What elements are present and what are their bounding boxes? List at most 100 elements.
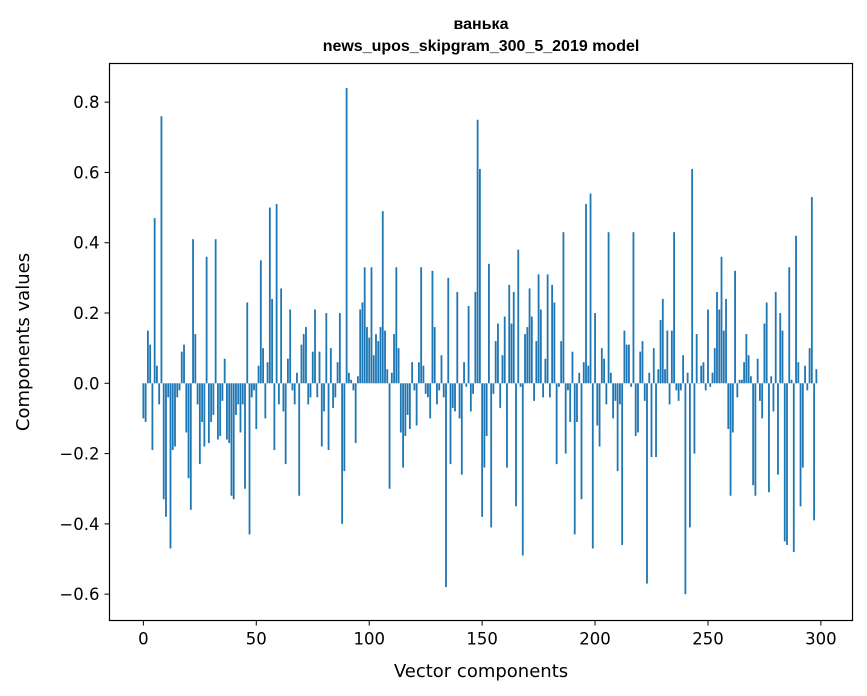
bar	[420, 267, 423, 384]
bar	[307, 383, 310, 405]
bar	[413, 383, 416, 391]
bar	[469, 383, 472, 412]
plot-frame	[108, 62, 854, 622]
bar	[553, 302, 556, 384]
bar	[587, 365, 590, 384]
bar	[178, 383, 181, 391]
bar	[756, 358, 759, 384]
bar	[688, 383, 691, 528]
bar	[542, 383, 545, 398]
bar	[156, 365, 158, 384]
bar	[352, 383, 355, 391]
bar	[375, 334, 377, 384]
bar	[259, 260, 262, 384]
bar	[530, 316, 533, 384]
bar	[442, 383, 445, 398]
bar	[700, 365, 703, 384]
bar	[515, 383, 517, 507]
bar	[354, 383, 357, 444]
bar	[786, 383, 788, 545]
bar	[567, 383, 569, 391]
bar	[765, 302, 768, 384]
bar	[478, 168, 481, 384]
bar	[282, 383, 285, 412]
bar	[180, 351, 183, 384]
bar	[777, 383, 779, 475]
bar	[171, 383, 174, 451]
bar	[165, 383, 167, 517]
x-tick-label: 250	[692, 630, 724, 649]
bar	[630, 383, 633, 387]
bar	[492, 383, 495, 394]
bar	[198, 383, 201, 465]
bar	[189, 383, 192, 510]
bar	[406, 383, 409, 415]
bar	[679, 383, 682, 391]
bar	[196, 383, 199, 405]
bar	[682, 355, 685, 384]
bar	[596, 383, 599, 426]
bar	[162, 383, 165, 500]
bar	[637, 383, 639, 433]
bar	[488, 263, 490, 384]
bar	[551, 284, 554, 384]
bar	[783, 383, 786, 542]
bar	[544, 358, 547, 384]
bar	[433, 327, 436, 384]
bar	[169, 383, 172, 549]
bar	[594, 313, 596, 384]
bar	[296, 372, 298, 384]
bar	[539, 309, 542, 384]
bar	[187, 383, 190, 479]
bar	[144, 383, 147, 422]
bar	[289, 309, 292, 384]
bar	[158, 383, 161, 405]
x-tick-label: 0	[138, 630, 149, 649]
bar	[185, 383, 188, 433]
bar	[485, 383, 488, 436]
bar	[770, 376, 773, 384]
bar	[639, 351, 642, 384]
bar	[291, 383, 294, 391]
bar	[675, 383, 678, 391]
bar	[813, 383, 816, 521]
bar	[673, 232, 675, 384]
bar	[305, 327, 307, 384]
bar	[779, 313, 782, 384]
bar	[241, 383, 244, 405]
bar	[451, 383, 454, 408]
bar	[603, 358, 605, 384]
bar	[232, 383, 235, 500]
bar	[526, 327, 529, 384]
bar	[609, 372, 612, 384]
bar	[474, 291, 477, 384]
bar	[316, 383, 319, 398]
bar	[745, 334, 748, 384]
bar	[174, 383, 176, 447]
bar	[149, 344, 152, 384]
bar	[664, 369, 666, 384]
bar	[643, 383, 646, 401]
bar	[573, 383, 576, 535]
bar	[582, 362, 585, 384]
bar	[605, 383, 608, 405]
bar	[806, 383, 809, 391]
bar	[704, 383, 707, 391]
bar	[287, 358, 289, 384]
bar	[702, 362, 705, 384]
bar	[395, 267, 398, 384]
bar	[598, 383, 601, 447]
bar	[463, 362, 465, 384]
bar	[790, 379, 793, 384]
bar	[558, 383, 560, 387]
bar	[226, 383, 228, 440]
bar	[350, 379, 353, 384]
bar	[210, 383, 213, 422]
bar	[533, 383, 535, 401]
bar	[497, 323, 499, 384]
bar	[366, 327, 368, 384]
bar	[646, 383, 648, 584]
bar	[718, 309, 721, 384]
bar	[381, 211, 384, 384]
bar	[277, 383, 280, 405]
